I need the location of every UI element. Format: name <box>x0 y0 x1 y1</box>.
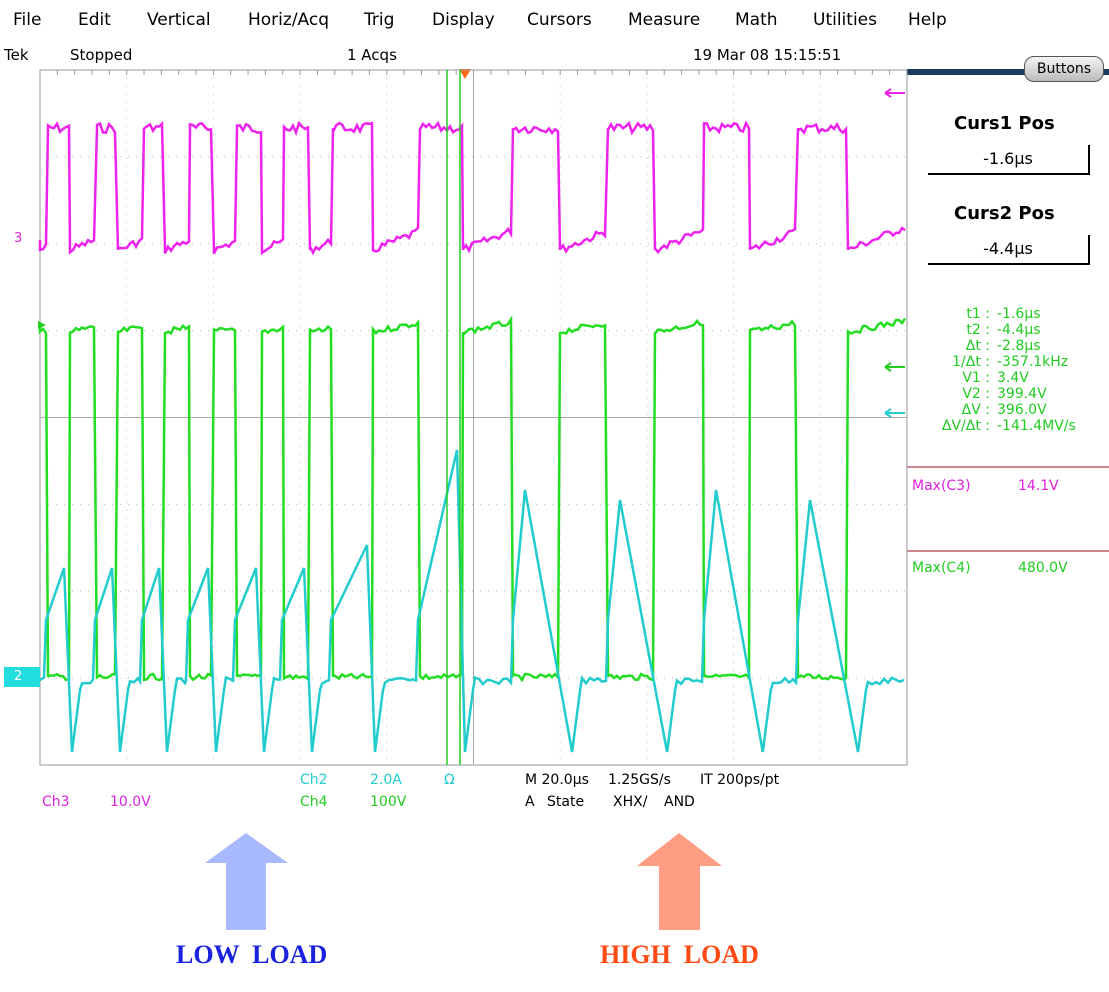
menu-item[interactable]: Vertical <box>147 10 211 30</box>
ch2-scale: 2.0A <box>370 772 402 788</box>
readout-label: t1 : <box>966 306 990 322</box>
low-load-label: LOW LOAD <box>176 940 328 969</box>
readout-label: V1 : <box>962 370 990 386</box>
measure-value: 480.0V <box>1018 560 1068 576</box>
readout-value: 3.4V <box>997 370 1029 386</box>
brand: Tek <box>4 46 29 64</box>
acq-count: 1 Acqs <box>347 46 397 64</box>
menu-item[interactable]: Display <box>432 10 495 30</box>
trigger-logic: AND <box>664 794 695 810</box>
interp: IT 200ps/pt <box>700 772 780 788</box>
readout-value: 396.0V <box>997 402 1047 418</box>
arrow-low <box>205 833 288 930</box>
measure-value: 14.1V <box>1018 478 1059 494</box>
measure-label: Max(C4) <box>912 560 971 576</box>
readout-label: ΔV/Δt : <box>941 418 990 434</box>
readout-label: t2 : <box>966 322 990 338</box>
panel-bar <box>907 69 1109 75</box>
readout-value: -4.4µs <box>997 322 1041 338</box>
menu-item[interactable]: Utilities <box>813 10 877 30</box>
menu-item[interactable]: Measure <box>628 10 701 30</box>
readout-value: -2.8µs <box>997 338 1041 354</box>
menu-item[interactable]: Cursors <box>527 10 592 30</box>
arrow-high <box>637 833 722 930</box>
readout-value: 399.4V <box>997 386 1047 402</box>
ch2-trace <box>39 449 905 753</box>
cursor-value[interactable]: -1.6µs <box>928 145 1090 175</box>
ch2-name: Ch2 <box>300 772 328 788</box>
ch2-unit: Ω <box>444 772 455 788</box>
ch3-ref-arrow <box>884 88 905 98</box>
ch2-ref-arrow <box>884 408 905 418</box>
ch4-name: Ch4 <box>300 794 328 810</box>
timebase-scale: M 20.0µs <box>525 772 589 788</box>
readout-label: ΔV : <box>961 402 990 418</box>
readout-value: -1.6µs <box>997 306 1041 322</box>
ch4-scale: 100V <box>370 794 407 810</box>
readout-label: 1/Δt : <box>952 354 990 370</box>
ch2-marker: 2 <box>4 667 40 687</box>
cursor-label: Curs1 Pos <box>954 113 1055 134</box>
ch3-name: Ch3 <box>42 794 70 810</box>
trigger-marker <box>459 69 471 79</box>
menu-item[interactable]: Horiz/Acq <box>248 10 330 30</box>
run-state: Stopped <box>70 46 133 64</box>
cursor-value[interactable]: -4.4µs <box>928 235 1090 265</box>
measure-label: Max(C3) <box>912 478 971 494</box>
menu-item[interactable]: Help <box>908 10 947 30</box>
ch3-marker: 3 <box>14 231 23 246</box>
timestamp: 19 Mar 08 15:15:51 <box>693 46 842 64</box>
cursor-label: Curs2 Pos <box>954 203 1055 224</box>
ch3-trace <box>38 120 906 256</box>
trigger-source: A <box>525 794 535 810</box>
menu-item[interactable]: Math <box>735 10 778 30</box>
readout-label: V2 : <box>962 386 990 402</box>
readout-value: -141.4MV/s <box>997 418 1076 434</box>
ch3-scale: 10.0V <box>110 794 151 810</box>
ch4-trace <box>38 315 907 683</box>
menu-item[interactable]: File <box>13 10 42 30</box>
trigger-mode: State <box>547 794 585 810</box>
trigger-pattern: XHX/ <box>613 794 648 810</box>
readout-label: Δt : <box>965 338 990 354</box>
sample-rate: 1.25GS/s <box>608 772 671 788</box>
buttons-toggle[interactable]: Buttons <box>1024 56 1104 82</box>
menu-item[interactable]: Trig <box>364 10 395 30</box>
ch4-ref-arrow <box>884 362 905 372</box>
readout-value: -357.1kHz <box>997 354 1069 370</box>
high-load-label: HIGH LOAD <box>600 940 759 969</box>
ch4-marker <box>38 321 46 329</box>
menu-item[interactable]: Edit <box>78 10 111 30</box>
